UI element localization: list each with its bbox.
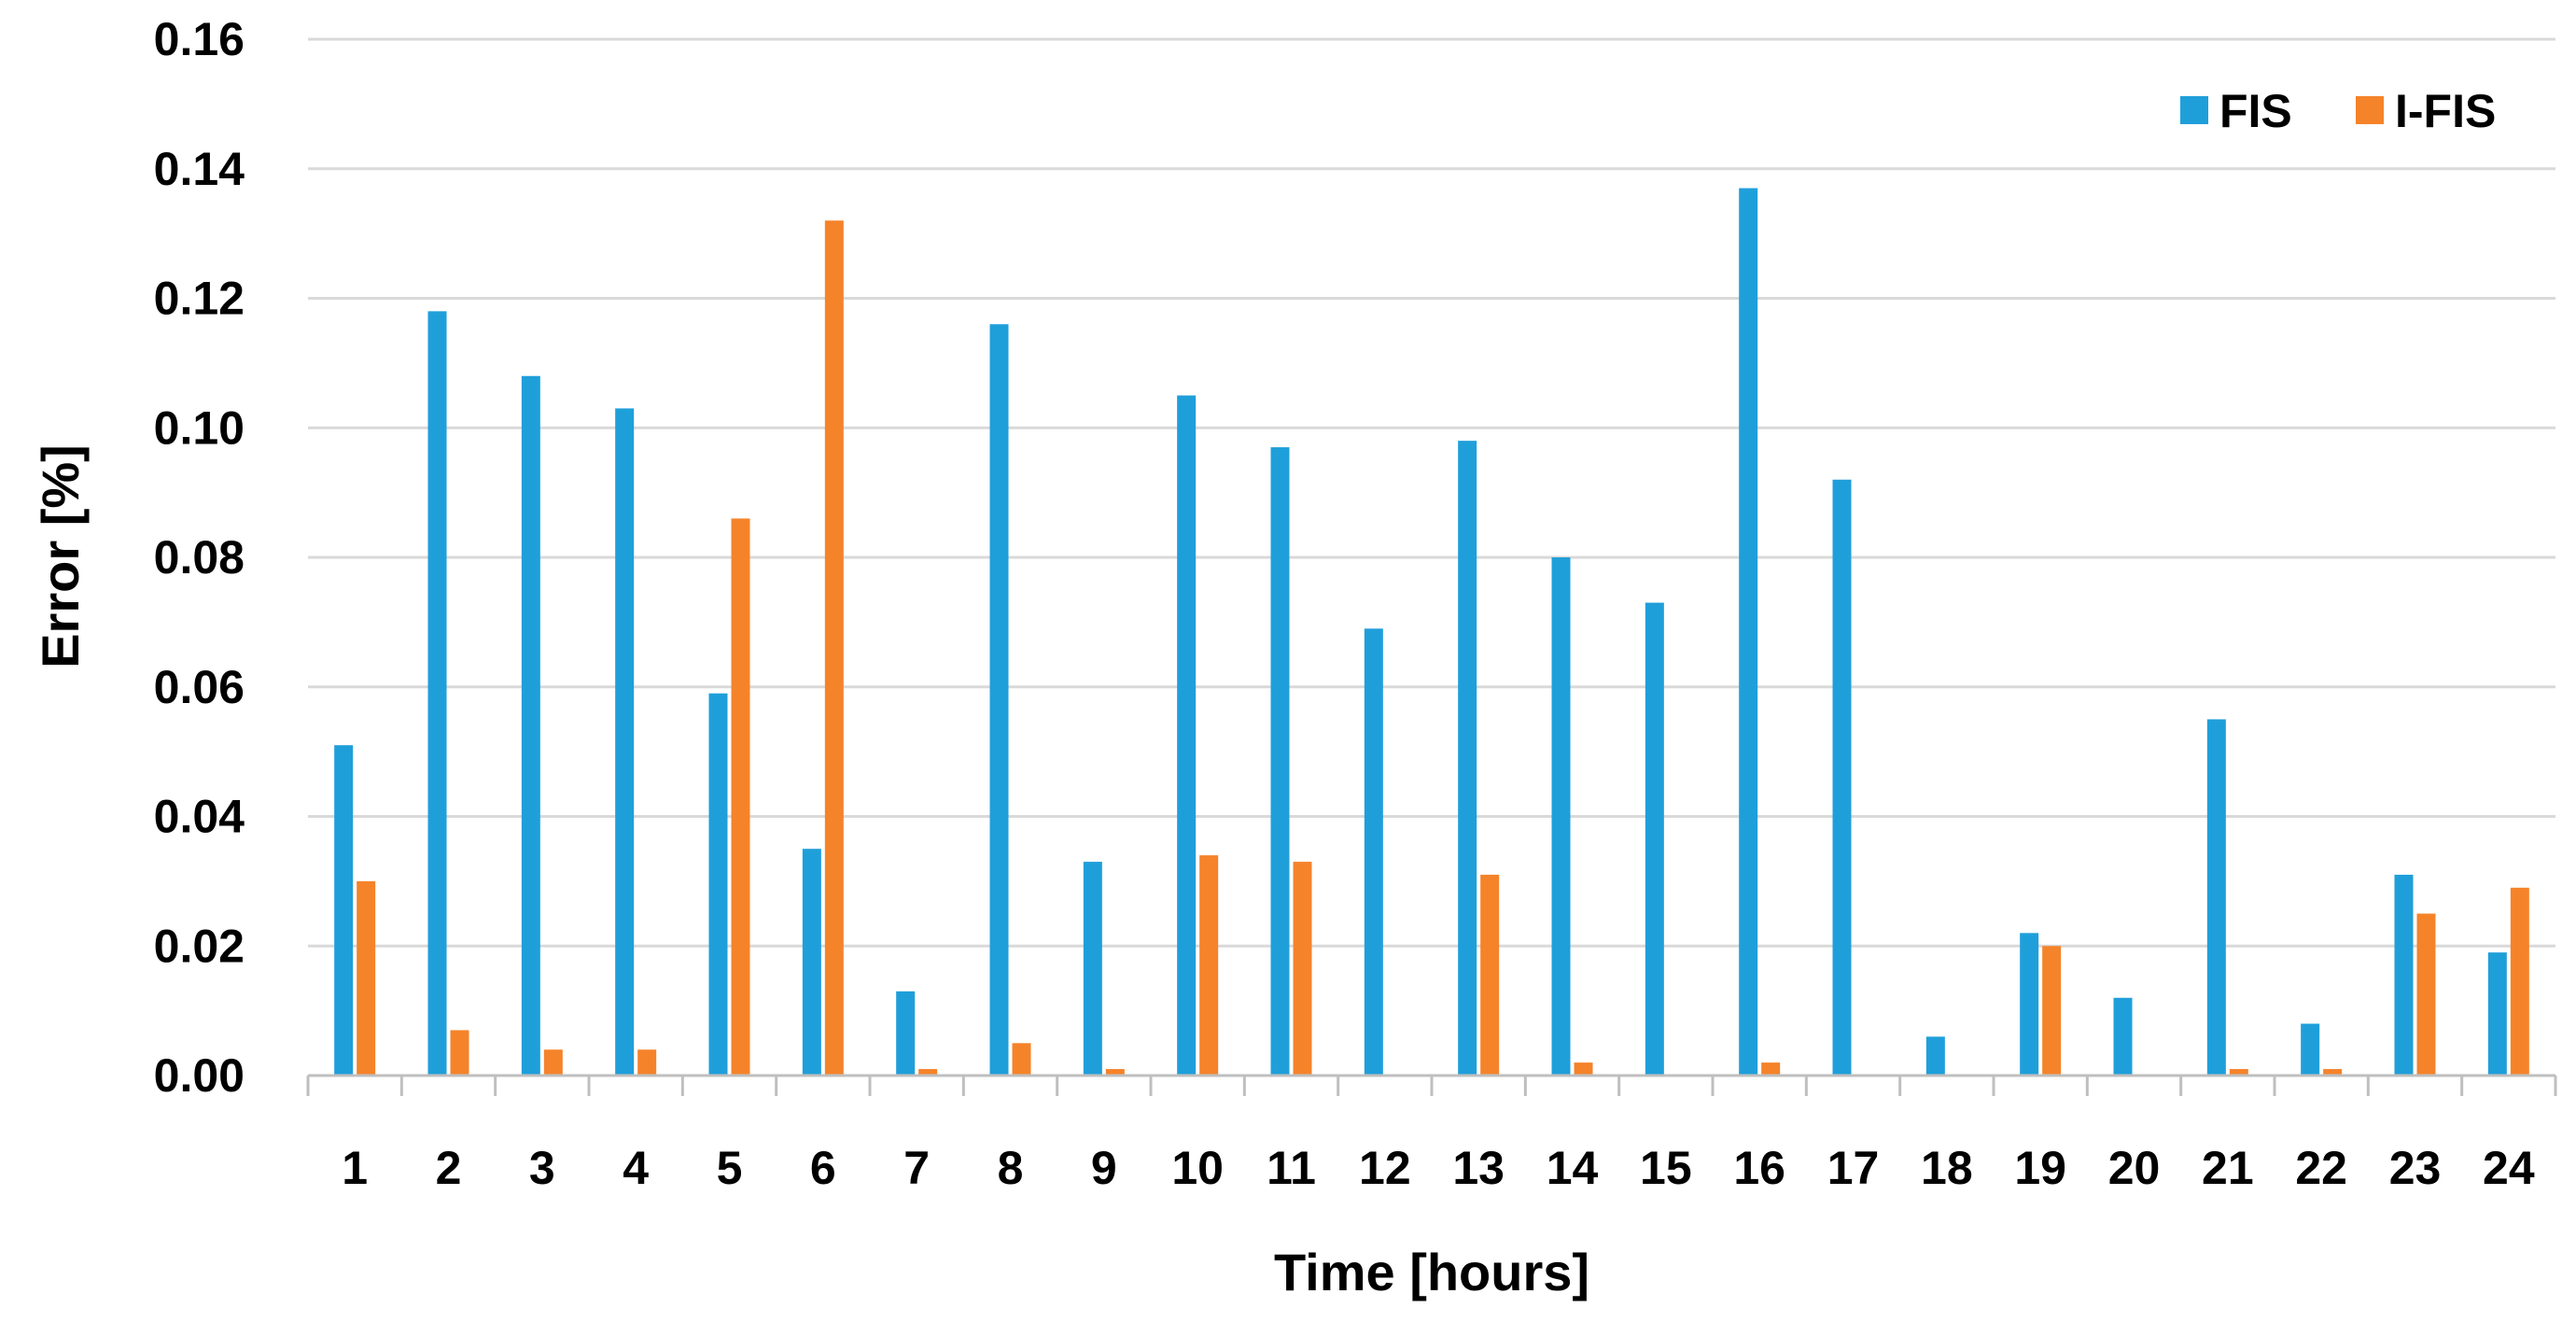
- x-tick-label: 2: [436, 1142, 462, 1194]
- x-tick-label: 17: [1827, 1142, 1880, 1194]
- bar-fis-22: [2301, 1023, 2320, 1076]
- bar-i-fis-10: [1199, 855, 1219, 1076]
- legend-label-fis: FIS: [2219, 85, 2292, 137]
- legend: FIS I-FIS: [2180, 85, 2496, 137]
- x-tick-label: 21: [2202, 1142, 2254, 1194]
- bar-i-fis-24: [2510, 887, 2529, 1076]
- bar-fis-10: [1177, 395, 1197, 1076]
- x-tick-label: 24: [2483, 1142, 2535, 1194]
- bar-fis-17: [1832, 479, 1852, 1076]
- bars: [334, 188, 2529, 1076]
- legend-swatch-i-fis: [2356, 96, 2384, 124]
- x-tick-label: 22: [2295, 1142, 2347, 1194]
- bar-i-fis-4: [637, 1049, 657, 1076]
- bar-fis-14: [1551, 557, 1571, 1076]
- x-axis-title: Time [hours]: [1274, 1243, 1589, 1301]
- bar-i-fis-14: [1574, 1062, 1593, 1076]
- bar-i-fis-11: [1293, 862, 1312, 1076]
- x-tick-label: 8: [998, 1142, 1024, 1194]
- bar-fis-1: [334, 745, 354, 1076]
- bar-i-fis-5: [731, 518, 750, 1076]
- y-tick-label: 0.12: [154, 273, 245, 325]
- bar-i-fis-6: [824, 220, 844, 1076]
- bar-i-fis-3: [543, 1049, 563, 1076]
- y-tick-label: 0.08: [154, 531, 245, 584]
- bar-fis-8: [989, 324, 1009, 1076]
- x-tick-label: 10: [1171, 1142, 1224, 1194]
- x-tick-label: 9: [1091, 1142, 1117, 1194]
- bar-i-fis-23: [2416, 913, 2436, 1076]
- x-tick-label: 19: [2014, 1142, 2066, 1194]
- bar-i-fis-22: [2323, 1069, 2343, 1076]
- bar-fis-23: [2394, 874, 2414, 1076]
- legend-swatch-fis: [2180, 96, 2208, 124]
- bar-fis-15: [1645, 602, 1664, 1076]
- x-tick-label: 13: [1452, 1142, 1505, 1194]
- bar-fis-3: [521, 375, 540, 1076]
- bar-i-fis-21: [2229, 1069, 2248, 1076]
- x-tick-label: 4: [623, 1142, 649, 1194]
- x-tick-label: 5: [717, 1142, 743, 1194]
- bar-fis-12: [1364, 628, 1383, 1076]
- bar-i-fis-19: [2042, 946, 2062, 1076]
- y-tick-label: 0.10: [154, 401, 245, 454]
- x-tick-label: 14: [1547, 1142, 1599, 1194]
- x-tick-label: 20: [2108, 1142, 2161, 1194]
- bar-fis-21: [2206, 719, 2226, 1076]
- bar-i-fis-13: [1480, 874, 1500, 1076]
- bar-fis-18: [1925, 1036, 1945, 1076]
- bar-fis-7: [896, 991, 916, 1076]
- gridlines: [308, 37, 2555, 948]
- y-tick-label: 0.00: [154, 1049, 245, 1102]
- bar-fis-4: [615, 408, 635, 1076]
- x-tick-label: 23: [2389, 1142, 2442, 1194]
- bar-i-fis-8: [1012, 1043, 1031, 1076]
- y-axis-title: Error [%]: [31, 444, 90, 668]
- y-tick-label: 0.02: [154, 920, 245, 972]
- x-tick-label: 1: [342, 1142, 368, 1194]
- bar-fis-13: [1458, 441, 1477, 1076]
- x-tick-label: 3: [529, 1142, 555, 1194]
- x-tick-label: 6: [810, 1142, 836, 1194]
- x-axis: 1 2 3 4 5 6 7 8 9 10 11 12 13 14 15 16 17 18 19 20 21 22 23 24: [306, 1074, 2557, 1194]
- legend-label-i-fis: I-FIS: [2395, 85, 2496, 137]
- y-tick-label: 0.16: [154, 13, 245, 65]
- bar-fis-5: [708, 693, 728, 1076]
- bar-fis-9: [1083, 862, 1102, 1076]
- x-tick-label: 16: [1733, 1142, 1785, 1194]
- y-tick-label: 0.14: [154, 143, 245, 195]
- y-tick-label: 0.06: [154, 661, 245, 713]
- x-tick-label: 15: [1640, 1142, 1692, 1194]
- bar-fis-2: [427, 311, 447, 1076]
- bar-fis-20: [2113, 997, 2133, 1076]
- bar-fis-19: [2020, 933, 2039, 1076]
- x-tick-label: 12: [1359, 1142, 1411, 1194]
- bar-fis-16: [1739, 188, 1758, 1076]
- bar-i-fis-2: [450, 1030, 469, 1076]
- x-tick-label: 7: [903, 1142, 930, 1194]
- bar-i-fis-9: [1105, 1069, 1125, 1076]
- bar-i-fis-7: [918, 1069, 938, 1076]
- bar-i-fis-16: [1761, 1062, 1781, 1076]
- bar-fis-24: [2487, 952, 2507, 1076]
- bar-fis-6: [802, 849, 821, 1076]
- x-tick-label: 11: [1267, 1142, 1316, 1194]
- bar-i-fis-1: [357, 880, 376, 1076]
- bar-fis-11: [1270, 447, 1290, 1076]
- y-axis: 0.00 0.02 0.04 0.06 0.08 0.10 0.12 0.14 0.16: [154, 13, 245, 1102]
- x-tick-label: 18: [1921, 1142, 1973, 1194]
- y-tick-label: 0.04: [154, 791, 245, 843]
